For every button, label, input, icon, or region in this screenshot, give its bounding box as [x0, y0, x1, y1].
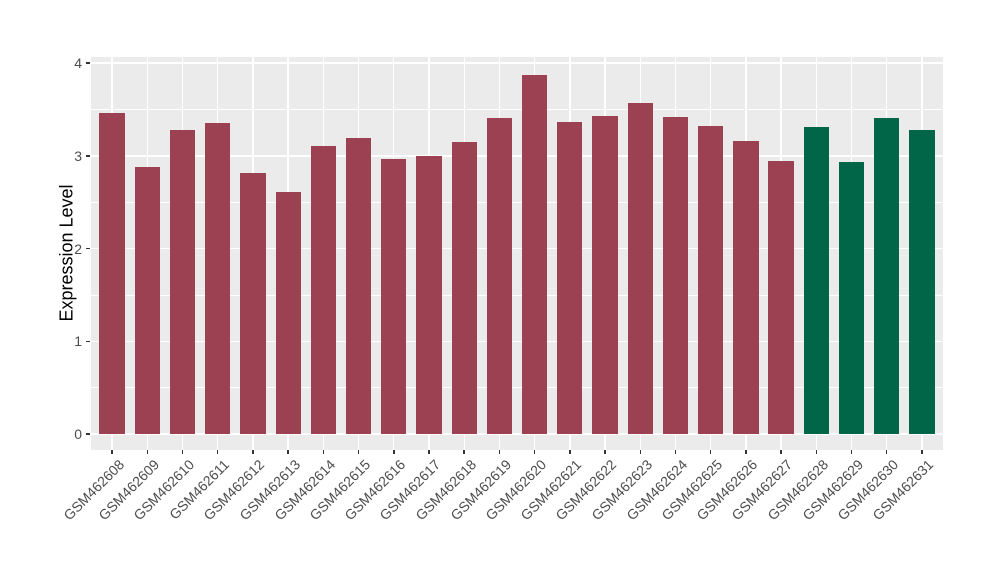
x-tick-mark-GSM462631	[921, 450, 923, 454]
x-tick-mark-GSM462609	[146, 450, 149, 454]
x-tick-mark-GSM462610	[181, 450, 184, 454]
bar-GSM462609	[134, 167, 160, 434]
bar-GSM462621	[557, 121, 583, 434]
x-tick-mark-GSM462626	[745, 450, 747, 454]
bar-GSM462629	[838, 162, 865, 434]
gridline-minor-y3.5	[91, 109, 943, 110]
x-tick-mark-GSM462630	[885, 450, 888, 454]
bar-GSM462618	[451, 142, 477, 434]
gridline-major-y2	[91, 247, 943, 250]
bar-GSM462631	[909, 129, 935, 434]
x-tick-mark-GSM462625	[709, 450, 712, 454]
y-tick-label-1: 1	[74, 333, 82, 350]
bar-GSM462626	[733, 141, 759, 434]
x-tick-mark-GSM462629	[850, 450, 853, 454]
x-tick-mark-GSM462621	[569, 450, 571, 454]
y-tick-mark-1	[86, 340, 90, 343]
gridline-minor-y2.5	[91, 201, 943, 203]
y-tick-mark-4	[86, 62, 90, 64]
x-tick-mark-GSM462620	[533, 450, 536, 454]
bar-GSM462619	[486, 117, 513, 434]
bar-GSM462625	[698, 126, 724, 434]
y-tick-mark-0	[86, 433, 90, 435]
plot-panel	[91, 57, 943, 450]
x-tick-mark-GSM462614	[322, 450, 325, 454]
x-tick-mark-GSM462617	[428, 450, 430, 454]
bar-GSM462614	[310, 145, 336, 434]
x-tick-mark-GSM462618	[463, 450, 465, 454]
y-tick-label-4: 4	[74, 55, 82, 72]
gridline-minor-y0.5	[91, 387, 943, 389]
y-tick-label-3: 3	[74, 147, 82, 164]
x-tick-mark-GSM462628	[815, 450, 818, 454]
bar-GSM462615	[345, 138, 372, 434]
x-tick-mark-GSM462615	[357, 450, 360, 454]
x-tick-mark-GSM462611	[216, 450, 219, 454]
bar-GSM462617	[416, 155, 442, 434]
gridline-major-y1	[91, 340, 943, 343]
y-tick-label-2: 2	[74, 240, 82, 257]
x-tick-mark-GSM462622	[604, 450, 606, 454]
bar-GSM462624	[662, 116, 689, 434]
bar-GSM462612	[240, 172, 266, 434]
x-tick-mark-GSM462616	[393, 450, 395, 454]
bar-GSM462611	[205, 123, 231, 434]
x-tick-mark-GSM462608	[111, 450, 113, 454]
x-tick-mark-GSM462623	[639, 450, 641, 454]
bar-GSM462613	[275, 192, 301, 434]
gridline-minor-y1.5	[91, 294, 943, 296]
gridline-major-y4	[91, 62, 943, 64]
bar-GSM462628	[803, 127, 829, 434]
x-tick-mark-GSM462619	[498, 450, 501, 454]
bar-GSM462622	[592, 116, 618, 434]
bar-GSM462630	[874, 117, 900, 434]
gridline-major-y3	[91, 155, 943, 157]
x-tick-mark-GSM462613	[287, 450, 289, 454]
bar-GSM462627	[768, 161, 794, 434]
bar-GSM462608	[99, 113, 125, 434]
y-tick-label-0: 0	[74, 426, 82, 442]
x-tick-mark-GSM462627	[780, 450, 782, 454]
y-tick-mark-3	[86, 155, 90, 157]
bar-GSM462616	[381, 158, 407, 434]
bar-GSM462623	[627, 103, 653, 434]
gridline-major-y0	[91, 433, 943, 435]
bar-GSM462620	[521, 75, 548, 434]
bar-GSM462610	[169, 129, 196, 434]
x-tick-mark-GSM462624	[674, 450, 677, 454]
x-tick-mark-GSM462612	[252, 450, 254, 454]
y-tick-mark-2	[86, 247, 90, 250]
